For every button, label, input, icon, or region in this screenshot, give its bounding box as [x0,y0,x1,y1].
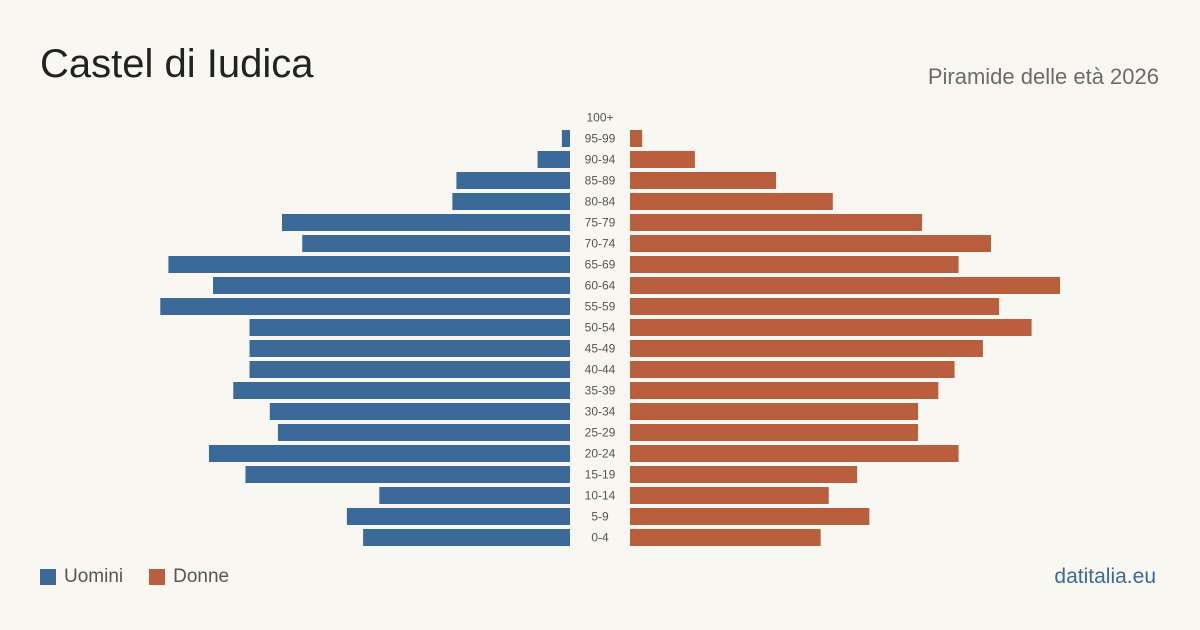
age-group-label: 50-54 [585,321,616,335]
source-link[interactable]: datitalia.eu [1054,565,1156,588]
bar-female[interactable] [630,382,939,399]
age-group-label: 35-39 [585,384,616,398]
bar-male[interactable] [249,361,570,378]
bar-female[interactable] [630,151,695,168]
age-group-label: 80-84 [585,195,616,209]
age-group-label: 0-4 [591,531,609,545]
bar-female[interactable] [630,361,955,378]
age-group-label: 5-9 [591,510,609,524]
age-group-label: 15-19 [585,468,616,482]
bar-male[interactable] [208,445,570,462]
bar-female[interactable] [630,487,829,504]
legend-swatch-male [40,569,56,585]
age-group-label: 45-49 [585,342,616,356]
age-group-label: 10-14 [585,489,616,503]
age-group-label: 30-34 [585,405,616,419]
legend-swatch-female [149,569,166,585]
age-group-label: 85-89 [585,174,616,188]
age-group-label: 60-64 [585,279,616,293]
chart-subtitle: Piramide delle età 2026 [927,64,1159,89]
age-group-label: 70-74 [585,237,616,251]
bar-female[interactable] [630,130,643,147]
bar-female[interactable] [630,298,1000,315]
age-group-label: 75-79 [585,216,616,230]
bar-female[interactable] [630,193,833,210]
bar-male[interactable] [160,298,570,315]
chart-title: Castel di Iudica [40,42,314,86]
bar-male[interactable] [168,256,570,273]
bar-female[interactable] [630,529,821,546]
legend: Uomini Donne [40,566,255,588]
bar-female[interactable] [630,403,919,420]
bar-male[interactable] [277,424,570,441]
bar-male[interactable] [346,508,570,525]
bar-male[interactable] [245,466,571,483]
age-group-label: 100+ [586,111,613,125]
age-group-label: 55-59 [585,300,616,314]
bar-male[interactable] [233,382,570,399]
bar-female[interactable] [630,319,1032,336]
age-group-label: 20-24 [585,447,616,461]
bar-male[interactable] [213,277,571,294]
legend-label-male: Uomini [64,566,124,587]
bar-male[interactable] [249,340,570,357]
bar-female[interactable] [630,214,923,231]
bar-female[interactable] [630,340,983,357]
bar-male[interactable] [281,214,570,231]
age-group-label: 40-44 [585,363,616,377]
bar-female[interactable] [630,466,858,483]
age-group-label: 25-29 [585,426,616,440]
bar-male[interactable] [302,235,570,252]
bar-male[interactable] [456,172,570,189]
age-group-label: 95-99 [585,132,616,146]
bar-female[interactable] [630,424,919,441]
bar-male[interactable] [249,319,570,336]
age-group-label: 90-94 [585,153,616,167]
bar-female[interactable] [630,508,870,525]
bar-male[interactable] [452,193,570,210]
bar-female[interactable] [630,277,1060,294]
age-group-label: 65-69 [585,258,616,272]
bar-male[interactable] [363,529,570,546]
bar-male[interactable] [561,130,570,147]
bar-female[interactable] [630,172,777,189]
bar-male[interactable] [537,151,570,168]
legend-label-female: Donne [173,566,230,587]
bar-male[interactable] [269,403,570,420]
legend-item-male: Uomini [40,566,123,588]
bar-female[interactable] [630,235,992,252]
bar-female[interactable] [630,256,959,273]
bar-female[interactable] [630,445,959,462]
bar-male[interactable] [379,487,570,504]
legend-item-female: Donne [149,566,229,588]
